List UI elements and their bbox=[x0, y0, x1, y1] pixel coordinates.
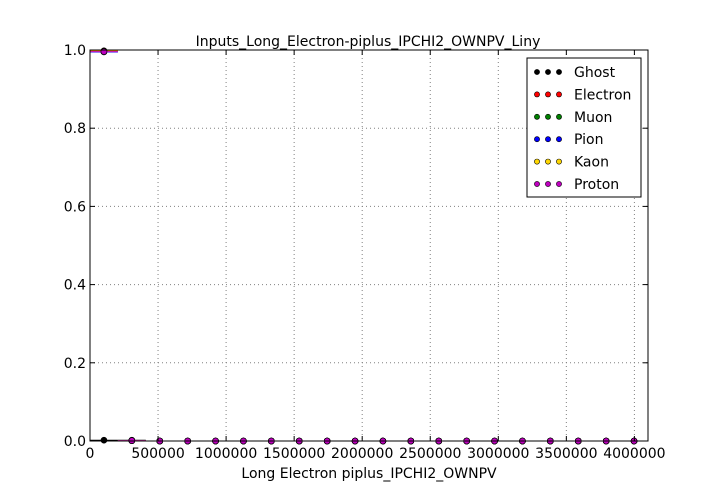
legend-marker bbox=[534, 91, 540, 98]
legend-marker bbox=[556, 181, 562, 187]
legend-marker bbox=[545, 113, 551, 120]
legend-label: Muon bbox=[574, 110, 612, 126]
y-tick-label: 0.2 bbox=[64, 356, 86, 372]
chart-title: Inputs_Long_Electron-piplus_IPCHI2_OWNPV… bbox=[196, 34, 541, 50]
x-tick-label: 1500000 bbox=[263, 446, 325, 462]
legend-label: Proton bbox=[574, 177, 619, 193]
y-tick-label: 0.0 bbox=[64, 434, 86, 450]
legend-marker bbox=[545, 136, 551, 143]
y-tick-label: 0.6 bbox=[64, 199, 86, 215]
legend-box bbox=[526, 57, 642, 198]
data-point bbox=[100, 48, 108, 55]
x-axis-title: Long Electron piplus_IPCHI2_OWNPV bbox=[241, 466, 497, 482]
data-point bbox=[100, 436, 108, 444]
legend-marker bbox=[534, 69, 540, 75]
legend-marker bbox=[545, 158, 551, 165]
legend: Ghost Electron Muon Pion Kaon Proton bbox=[526, 57, 642, 198]
x-tick-label: 3500000 bbox=[535, 446, 597, 462]
legend-marker bbox=[556, 69, 562, 75]
legend-label: Ghost bbox=[574, 65, 616, 81]
legend-marker bbox=[534, 113, 540, 120]
legend-label: Pion bbox=[574, 132, 603, 148]
y-tick-label: 1.0 bbox=[64, 43, 86, 59]
legend-marker bbox=[534, 181, 540, 187]
legend-marker bbox=[556, 113, 562, 120]
y-tick-label: 0.4 bbox=[64, 278, 86, 294]
x-tick-label: 3000000 bbox=[467, 446, 529, 462]
x-tick-label: 500000 bbox=[131, 446, 184, 462]
x-tick-label: 0 bbox=[86, 446, 95, 462]
legend-marker bbox=[534, 136, 540, 143]
plot-frame bbox=[89, 49, 649, 442]
x-tick-label: 2500000 bbox=[399, 446, 461, 462]
legend-label: Kaon bbox=[574, 155, 609, 171]
y-tick-label: 0.8 bbox=[64, 121, 86, 137]
legend-marker bbox=[556, 91, 562, 98]
x-tick-label: 2000000 bbox=[331, 446, 393, 462]
x-tick-label: 4000000 bbox=[603, 446, 665, 462]
legend-marker bbox=[545, 181, 551, 187]
legend-marker bbox=[545, 69, 551, 75]
legend-marker bbox=[556, 158, 562, 165]
legend-marker bbox=[534, 158, 540, 165]
legend-label: Electron bbox=[574, 87, 631, 103]
legend-marker bbox=[556, 136, 562, 143]
axis-ticks: 0 500000 1000000 1500000 2000000 2500000 30000… bbox=[64, 43, 666, 462]
legend-marker bbox=[545, 91, 551, 98]
x-tick-label: 1000000 bbox=[195, 446, 257, 462]
